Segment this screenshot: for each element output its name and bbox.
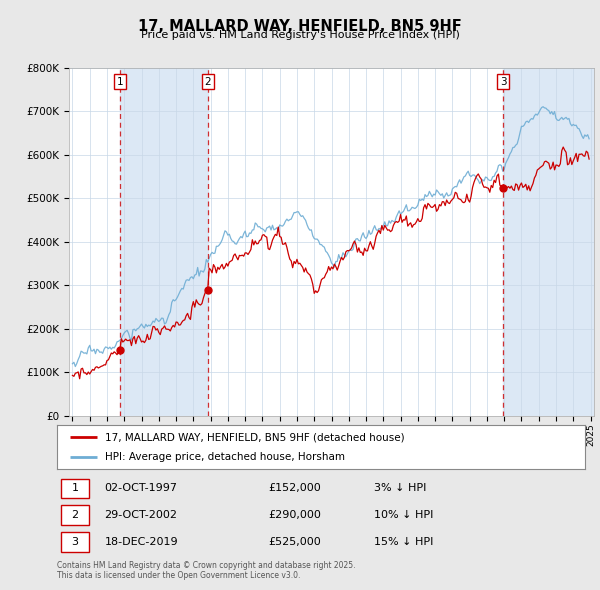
Text: 17, MALLARD WAY, HENFIELD, BN5 9HF (detached house): 17, MALLARD WAY, HENFIELD, BN5 9HF (deta…	[104, 432, 404, 442]
Bar	[120, 68, 208, 416]
Text: £525,000: £525,000	[268, 537, 321, 547]
Text: 17, MALLARD WAY, HENFIELD, BN5 9HF: 17, MALLARD WAY, HENFIELD, BN5 9HF	[138, 19, 462, 34]
FancyBboxPatch shape	[61, 478, 89, 498]
Text: 18-DEC-2019: 18-DEC-2019	[104, 537, 178, 547]
Text: 3: 3	[71, 537, 79, 547]
Text: Contains HM Land Registry data © Crown copyright and database right 2025.
This d: Contains HM Land Registry data © Crown c…	[57, 560, 355, 580]
Text: 1: 1	[71, 483, 79, 493]
Text: 15% ↓ HPI: 15% ↓ HPI	[374, 537, 433, 547]
Text: HPI: Average price, detached house, Horsham: HPI: Average price, detached house, Hors…	[104, 452, 344, 462]
Text: £152,000: £152,000	[268, 483, 321, 493]
Text: 02-OCT-1997: 02-OCT-1997	[104, 483, 178, 493]
Text: 2: 2	[71, 510, 79, 520]
Text: Price paid vs. HM Land Registry's House Price Index (HPI): Price paid vs. HM Land Registry's House …	[140, 30, 460, 40]
Text: 1: 1	[116, 77, 123, 87]
Text: 10% ↓ HPI: 10% ↓ HPI	[374, 510, 433, 520]
Bar	[503, 68, 599, 416]
Text: £290,000: £290,000	[268, 510, 321, 520]
Text: 3% ↓ HPI: 3% ↓ HPI	[374, 483, 426, 493]
FancyBboxPatch shape	[61, 532, 89, 552]
Text: 2: 2	[205, 77, 211, 87]
FancyBboxPatch shape	[61, 506, 89, 525]
Text: 29-OCT-2002: 29-OCT-2002	[104, 510, 178, 520]
Text: 3: 3	[500, 77, 506, 87]
